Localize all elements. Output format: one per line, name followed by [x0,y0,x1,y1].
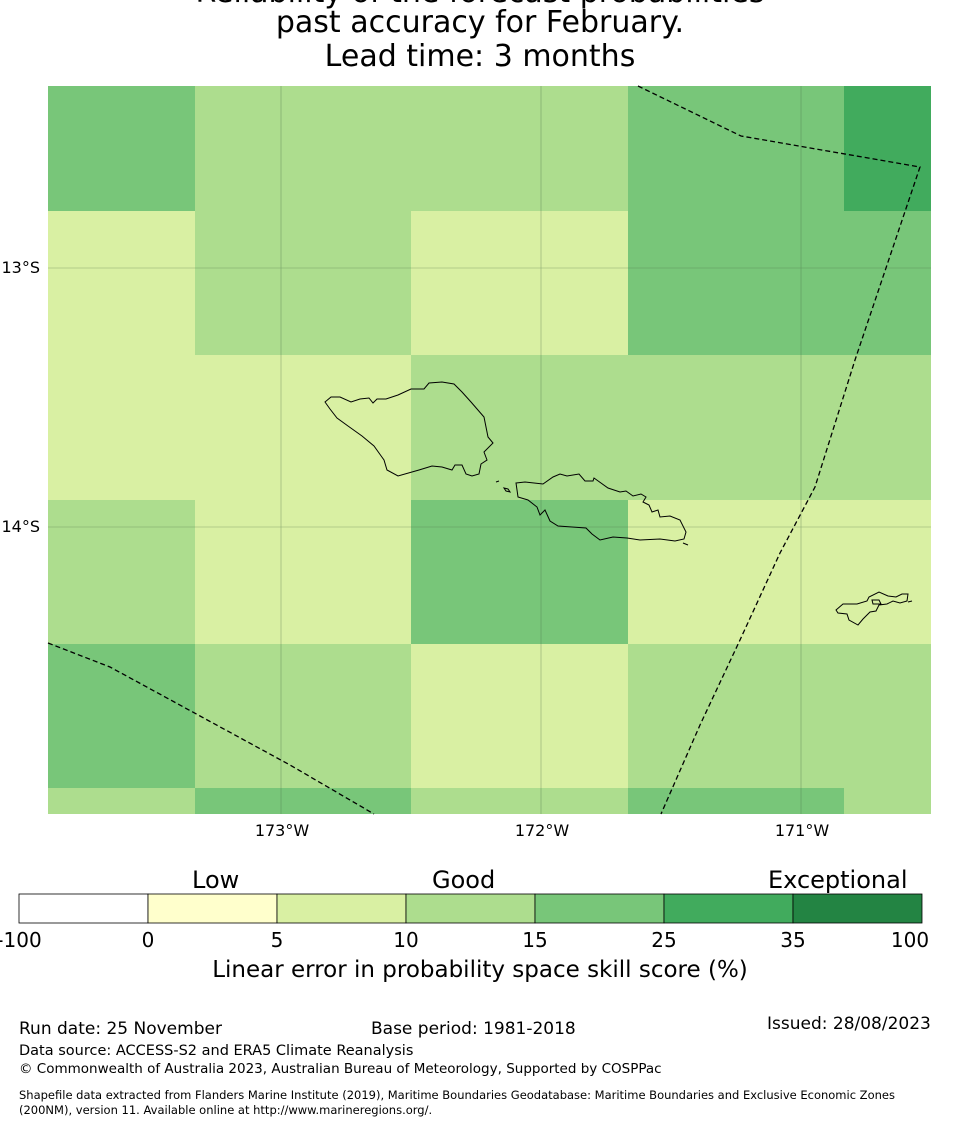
grid-cells [48,86,931,814]
upolu-island-outline [515,473,687,542]
grid-cell [628,211,844,355]
colorbar-tick-label: 10 [393,928,419,952]
grid-cell [195,355,411,500]
grid-cell [48,500,195,644]
grid-cell [48,211,195,355]
grid-cell [844,644,931,788]
grid-cell [48,644,195,788]
colorbar-tick-label: 15 [522,928,548,952]
lat-label-14s: 14°S [1,517,40,536]
colorbar-tick-label: 100 [890,928,930,952]
grid-cell [195,500,411,644]
grid-cell [195,211,411,355]
shapefile-credit-line-1: Shapefile data extracted from Flanders M… [19,1088,895,1102]
base-period: Base period: 1981-2018 [371,1019,576,1039]
eez-boundary-east [637,85,921,815]
category-low: Low [192,866,240,894]
islet-3 [682,542,689,546]
colorbar-tick-label: 25 [651,928,677,952]
colorbar-segments [18,893,923,924]
graticule [48,86,931,814]
map-title-line-1: Reliability of the forecast probabilitie… [0,0,960,10]
islet-4 [907,600,913,603]
colorbar [18,893,923,924]
lon-label-172w: 172°W [514,821,570,840]
colorbar-segment [276,893,407,924]
copyright: © Commonwealth of Australia 2023, Austra… [19,1061,662,1077]
tutuila-island-outline [835,591,909,626]
eez-boundaries [47,85,921,815]
savaii-island-outline [324,381,494,477]
grid-cell [628,500,844,644]
grid-cell [628,355,844,500]
grid-cell [844,788,931,814]
eez-boundary-southwest [47,642,375,815]
grid-cell [411,86,628,211]
grid-cell [844,86,931,211]
data-source: Data source: ACCESS-S2 and ERA5 Climate … [19,1043,414,1059]
grid-cell [411,788,628,814]
colorbar-segment [792,893,923,924]
islet-2 [495,480,500,483]
grid-cell [411,500,628,644]
grid-cell [628,86,844,211]
grid-cell [48,86,195,211]
issued-date: Issued: 28/08/2023 [767,1014,931,1034]
grid-cell [628,644,844,788]
colorbar-label: Linear error in probability space skill … [212,957,748,983]
run-date: Run date: 25 November [19,1019,222,1039]
grid-cell [844,500,931,644]
category-exceptional: Exceptional [768,866,908,894]
grid-cell [844,355,931,500]
grid-cell [195,644,411,788]
shapefile-credit-line-2: (200NM), version 11. Available online at… [19,1103,433,1117]
colorbar-segment [405,893,536,924]
map-title-line-2: past accuracy for February. [275,5,685,40]
colorbar-tick-label: 0 [141,928,155,952]
grid-cell [48,788,195,814]
colorbar-tick-label: 5 [270,928,284,952]
lon-label-171w: 171°W [774,821,830,840]
grid-cell [48,355,195,500]
colorbar-segment [534,893,665,924]
lat-label-13s: 13°S [1,258,40,277]
grid-cell [411,644,628,788]
grid-cell [628,788,844,814]
lon-label-173w: 173°W [254,821,310,840]
coastlines [324,381,913,626]
tutuila-detail [871,599,882,605]
grid-cell [411,355,628,500]
skill-score-map [47,85,931,815]
colorbar-segment [663,893,794,924]
colorbar-tick-label: -100 [0,928,42,952]
grid-cell [411,211,628,355]
grid-cell [844,211,931,355]
grid-cell [195,86,411,211]
category-good: Good [432,866,496,894]
colorbar-segment [18,893,149,924]
colorbar-tick-label: 35 [780,928,806,952]
map-title-line-3: Lead time: 3 months [324,39,636,74]
colorbar-segment [147,893,278,924]
islet-1 [502,487,512,493]
grid-cell [195,788,411,814]
